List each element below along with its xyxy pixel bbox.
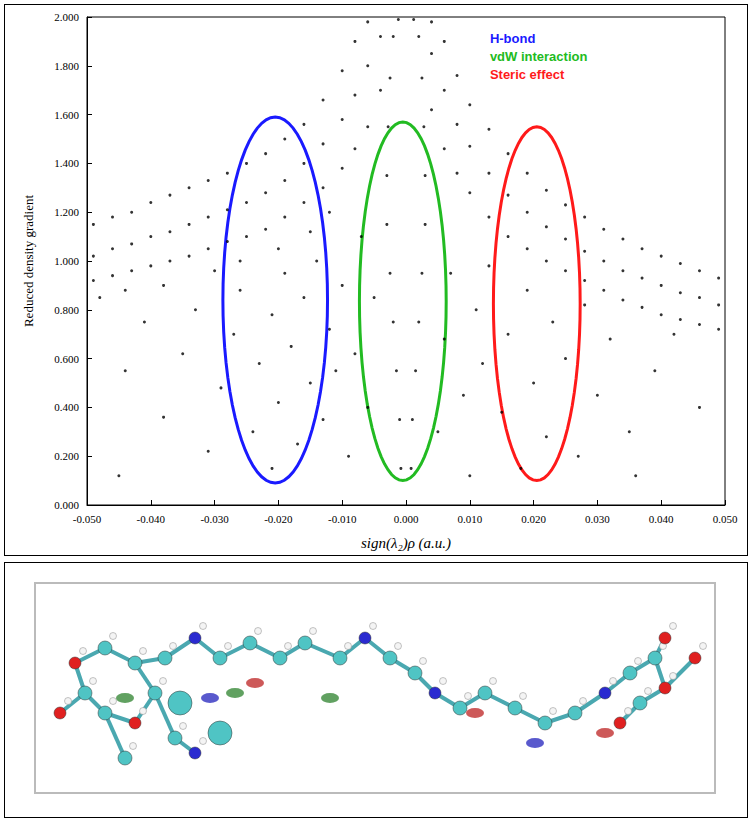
svg-text:0.010: 0.010 bbox=[457, 513, 482, 525]
svg-text:1.200: 1.200 bbox=[54, 206, 79, 218]
svg-text:0.400: 0.400 bbox=[54, 401, 79, 413]
svg-text:sign(λ₂)ρ (a.u.): sign(λ₂)ρ (a.u.) bbox=[361, 535, 451, 552]
svg-text:Steric effect: Steric effect bbox=[490, 67, 565, 82]
svg-text:1.400: 1.400 bbox=[54, 157, 79, 169]
svg-text:0.020: 0.020 bbox=[521, 513, 546, 525]
svg-text:0.000: 0.000 bbox=[54, 499, 79, 511]
svg-text:-0.050: -0.050 bbox=[73, 513, 102, 525]
svg-text:0.040: 0.040 bbox=[649, 513, 674, 525]
svg-text:-0.040: -0.040 bbox=[137, 513, 166, 525]
svg-text:-0.010: -0.010 bbox=[328, 513, 357, 525]
svg-text:-0.020: -0.020 bbox=[264, 513, 293, 525]
svg-text:H-bond: H-bond bbox=[490, 31, 536, 46]
svg-text:vdW interaction: vdW interaction bbox=[490, 49, 588, 64]
svg-text:0.030: 0.030 bbox=[585, 513, 610, 525]
svg-text:0.050: 0.050 bbox=[713, 513, 738, 525]
svg-text:0.600: 0.600 bbox=[54, 353, 79, 365]
svg-text:-0.030: -0.030 bbox=[200, 513, 229, 525]
svg-text:0.200: 0.200 bbox=[54, 450, 79, 462]
svg-text:0.800: 0.800 bbox=[54, 304, 79, 316]
svg-text:1.000: 1.000 bbox=[54, 255, 79, 267]
svg-text:0.000: 0.000 bbox=[394, 513, 419, 525]
svg-text:1.600: 1.600 bbox=[54, 109, 79, 121]
svg-text:2.000: 2.000 bbox=[54, 11, 79, 23]
svg-text:Reduced density gradient: Reduced density gradient bbox=[21, 195, 36, 328]
svg-text:1.800: 1.800 bbox=[54, 60, 79, 72]
